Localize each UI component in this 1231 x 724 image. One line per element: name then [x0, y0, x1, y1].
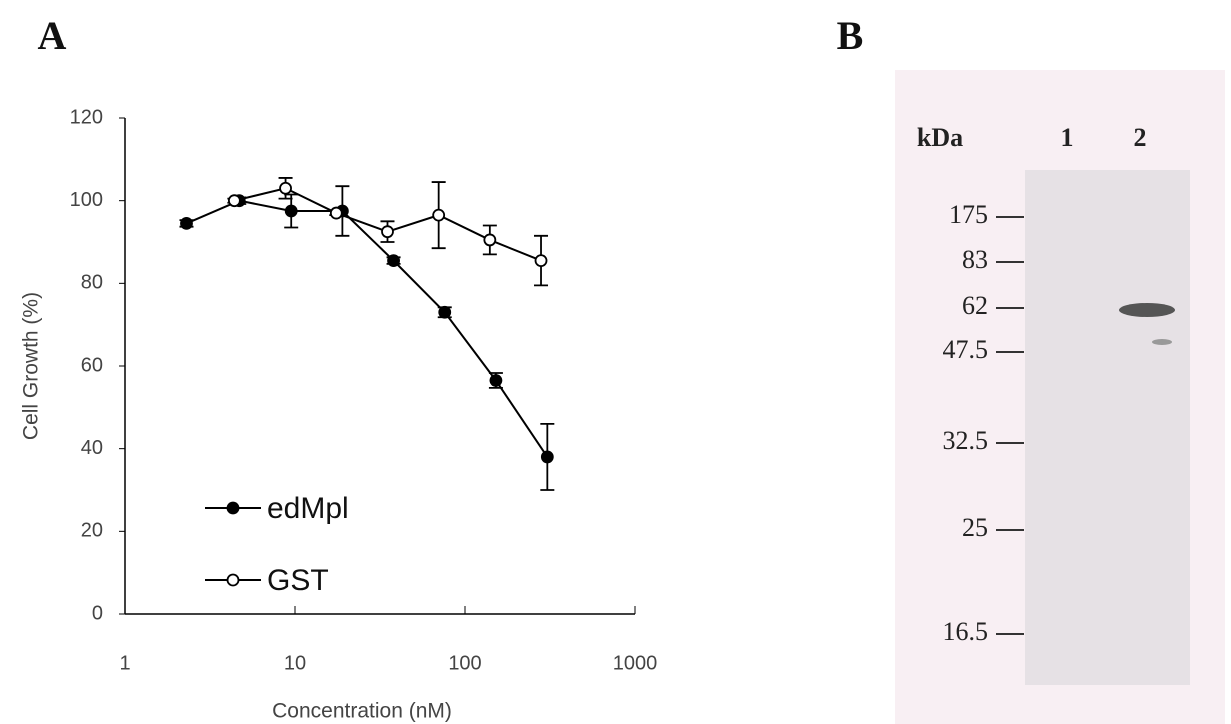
y-tick-label: 0: [92, 602, 103, 624]
point: [542, 451, 553, 462]
blot-band: [1152, 339, 1172, 345]
point: [181, 218, 192, 229]
point: [536, 255, 547, 266]
marker-label: 62: [962, 291, 988, 320]
y-tick-label: 20: [81, 520, 103, 542]
figure: A B Concentration (nM) Cell Growth (%) 0…: [0, 0, 1231, 724]
point: [490, 375, 501, 386]
y-tick-label: 120: [70, 106, 103, 128]
blot-band: [1119, 303, 1175, 317]
blot-unit: kDa: [917, 123, 963, 152]
y-tick-label: 40: [81, 437, 103, 459]
x-axis-label: Concentration (nM): [272, 700, 452, 723]
marker-label: 83: [962, 245, 988, 274]
legend-marker: [228, 503, 239, 514]
marker-label: 25: [962, 513, 988, 542]
point: [229, 195, 240, 206]
panel-label: B: [837, 13, 864, 58]
marker-label: 32.5: [943, 426, 989, 455]
marker-label: 47.5: [943, 335, 989, 364]
lane-label: 2: [1134, 123, 1147, 152]
y-tick-label: 80: [81, 272, 103, 294]
x-tick-label: 1: [119, 652, 130, 674]
point: [439, 307, 450, 318]
blot-membrane: [1025, 170, 1190, 685]
point: [280, 183, 291, 194]
point: [382, 226, 393, 237]
y-tick-label: 60: [81, 354, 103, 376]
legend-marker: [228, 575, 239, 586]
point: [433, 210, 444, 221]
marker-label: 16.5: [943, 617, 989, 646]
y-axis-label: Cell Growth (%): [20, 292, 43, 440]
y-tick-label: 100: [70, 189, 103, 211]
x-tick-label: 1000: [613, 652, 658, 674]
point: [286, 206, 297, 217]
point: [331, 208, 342, 219]
lane-label: 1: [1061, 123, 1074, 152]
legend-label: GST: [267, 564, 329, 597]
x-tick-label: 100: [448, 652, 481, 674]
panel-label: A: [38, 13, 67, 58]
point: [388, 255, 399, 266]
x-tick-label: 10: [284, 652, 306, 674]
marker-label: 175: [949, 200, 988, 229]
point: [484, 234, 495, 245]
legend-label: edMpl: [267, 492, 349, 525]
